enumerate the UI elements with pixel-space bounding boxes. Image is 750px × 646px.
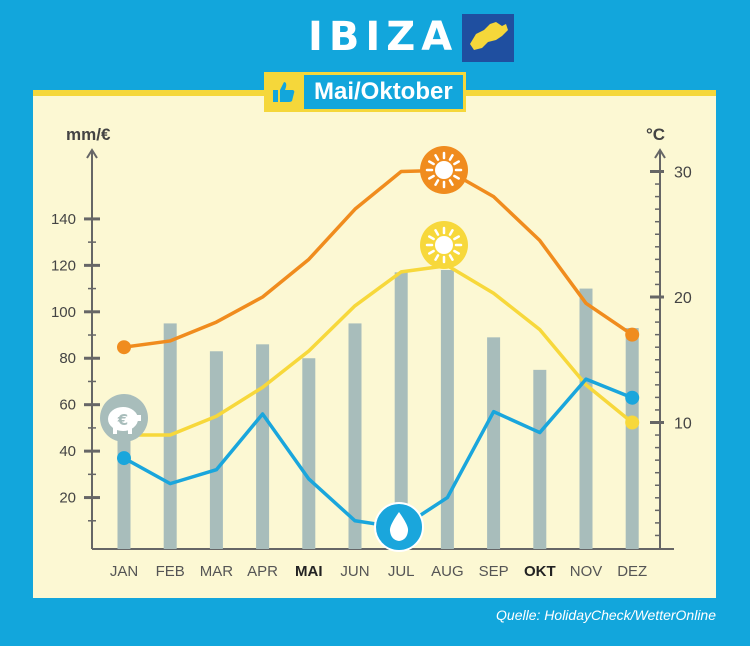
left-tick-label: 40 (59, 443, 76, 460)
left-tick-label: 20 (59, 490, 76, 507)
rain-line (123, 377, 633, 530)
water-drop-icon (374, 502, 424, 552)
x-tick-label: MAR (200, 563, 234, 580)
right-axis-label: °C (646, 125, 665, 144)
right-tick-label: 30 (674, 165, 692, 182)
source-credit: Quelle: HolidayCheck/WetterOnline (496, 607, 716, 623)
bar (579, 288, 593, 549)
ibiza-flag-icon (462, 14, 514, 62)
x-tick-label: APR (247, 563, 278, 580)
x-tick-label: JAN (110, 563, 138, 580)
right-axis-arrow (654, 148, 666, 159)
badge-label: Mai/Oktober (304, 72, 466, 112)
min-temp-line (124, 263, 634, 437)
bar (487, 337, 501, 549)
left-tick-label: 80 (59, 350, 76, 367)
sun-icon (420, 221, 468, 269)
bar (302, 358, 316, 549)
bar (348, 323, 362, 549)
max-temp-line (123, 168, 634, 349)
rain-point (117, 451, 131, 466)
rain-point (625, 390, 640, 405)
min-temp-point (625, 415, 640, 430)
x-tick-label: FEB (156, 563, 185, 580)
x-tick-label: DEZ (617, 563, 647, 580)
bar (533, 369, 547, 549)
x-tick-label: AUG (431, 563, 464, 580)
x-tick-label: SEP (479, 563, 509, 580)
left-tick-label: 120 (51, 257, 76, 274)
thumbs-up-icon (264, 72, 304, 112)
bar (209, 351, 223, 549)
left-tick-label: 100 (51, 304, 76, 321)
piggy-bank-euro-icon: € (100, 394, 148, 442)
x-tick-label: JUN (340, 563, 369, 580)
bar (394, 272, 408, 549)
bar (440, 270, 454, 549)
left-tick-label: 140 (51, 211, 76, 228)
right-tick-label: 10 (674, 416, 692, 433)
bar (625, 328, 639, 549)
max-temp-point (625, 327, 640, 342)
page-title: IBIZA (308, 14, 459, 60)
x-tick-label: JUL (388, 563, 415, 580)
x-tick-label: MAI (295, 563, 323, 580)
max-temp-point (117, 340, 131, 355)
right-tick-label: 20 (674, 290, 692, 307)
bar (117, 439, 131, 549)
bar (256, 344, 270, 549)
left-tick-label: 60 (59, 397, 76, 414)
x-tick-label: NOV (570, 563, 603, 580)
sun-icon (420, 146, 468, 194)
left-axis-label: mm/€ (66, 125, 111, 144)
x-tick-label: OKT (524, 563, 556, 580)
left-axis-arrow (86, 148, 98, 159)
euro-sign: € (117, 411, 128, 429)
season-badge: Mai/Oktober (264, 72, 466, 112)
